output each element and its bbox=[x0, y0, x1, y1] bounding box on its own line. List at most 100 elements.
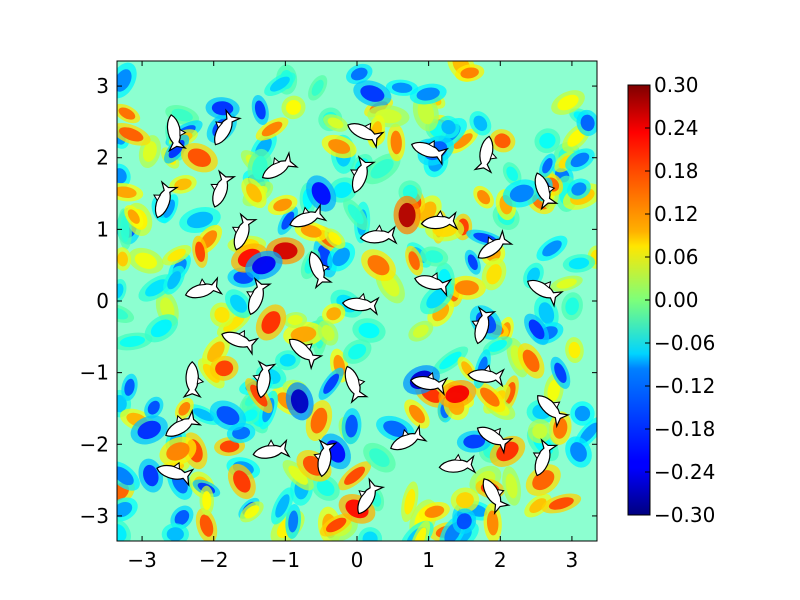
field-blob-core bbox=[580, 114, 595, 132]
field-blob-core bbox=[416, 87, 440, 101]
fish-marker bbox=[410, 371, 449, 397]
field-blob-core bbox=[117, 395, 127, 413]
fish-marker bbox=[390, 424, 428, 451]
fish-marker bbox=[476, 426, 514, 455]
field-blob-core bbox=[316, 479, 335, 497]
fish-fin bbox=[176, 414, 184, 423]
field-blob-core bbox=[311, 79, 324, 96]
field-blob-core bbox=[350, 67, 368, 81]
y-tick-label: −2 bbox=[80, 432, 109, 456]
fish-marker bbox=[350, 155, 376, 194]
field-blob-core bbox=[246, 183, 262, 203]
field-blob-core bbox=[117, 283, 124, 299]
fish-fin bbox=[357, 378, 366, 387]
fish-marker bbox=[182, 361, 205, 399]
colorbar-tick-label: 0.30 bbox=[654, 73, 699, 97]
field-blob-core bbox=[390, 130, 402, 155]
field-blob-core bbox=[344, 466, 366, 485]
y-tick-label: −3 bbox=[80, 504, 109, 528]
field-blob-core bbox=[186, 211, 214, 229]
fish-fin bbox=[547, 185, 556, 193]
field-blob-core bbox=[539, 132, 556, 149]
fish-fin bbox=[543, 280, 552, 289]
fish-marker bbox=[438, 453, 477, 474]
field-blob-core bbox=[526, 267, 540, 284]
fish-body bbox=[473, 135, 494, 174]
fish-marker bbox=[527, 279, 564, 308]
field-blob-core bbox=[118, 127, 144, 142]
field-blob-core bbox=[542, 158, 553, 174]
fish-fin bbox=[363, 122, 372, 131]
field-blob-core bbox=[367, 255, 390, 276]
field-blob-core bbox=[408, 404, 425, 424]
fish-fin bbox=[350, 169, 359, 177]
fish-fin bbox=[552, 401, 561, 409]
fish-fin bbox=[426, 371, 435, 380]
fish-body bbox=[477, 228, 514, 259]
field-blob-core bbox=[488, 339, 507, 352]
field-blob-core bbox=[233, 470, 251, 493]
field-blob-core bbox=[445, 385, 470, 404]
fish-marker bbox=[482, 478, 511, 516]
field-blob-core bbox=[326, 307, 342, 321]
field-blob-core bbox=[360, 85, 385, 102]
fish-fin bbox=[427, 140, 435, 149]
colorbar-ticks: 0.30 0.24 0.18 0.12 0.06 0.00 −0.06 −0.12 −0.18 −… bbox=[645, 73, 715, 527]
fish-fin bbox=[179, 128, 187, 137]
field-blob-core bbox=[134, 252, 157, 269]
field-blob-core bbox=[261, 311, 281, 334]
colorbar: 0.30 0.24 0.18 0.12 0.06 0.00 −0.06 −0.12 −0.18 −… bbox=[627, 73, 715, 527]
field-blob-core bbox=[300, 224, 322, 238]
fish-body bbox=[212, 169, 237, 208]
fish-fin bbox=[532, 452, 541, 460]
field-blob-core bbox=[453, 133, 473, 149]
fish-body bbox=[184, 276, 224, 299]
field-blob-core bbox=[261, 121, 283, 137]
field-blob-core bbox=[528, 319, 545, 340]
fish-markers bbox=[153, 108, 571, 516]
colorbar-tick-label: 0.24 bbox=[654, 116, 699, 140]
fish-body bbox=[537, 395, 571, 429]
field-blob-core bbox=[117, 307, 129, 320]
field-blob-core bbox=[554, 362, 567, 383]
fish-marker bbox=[414, 272, 453, 298]
field-blob-core bbox=[273, 198, 292, 212]
fish-marker bbox=[477, 228, 514, 259]
field-blob-core bbox=[120, 216, 130, 243]
fish-fin bbox=[375, 224, 383, 232]
field-blob-core bbox=[486, 264, 502, 285]
fish-fin bbox=[196, 376, 205, 385]
colorbar-tick-label: −0.06 bbox=[654, 331, 715, 355]
fish-body bbox=[248, 276, 272, 316]
field-blob-core bbox=[556, 278, 577, 289]
field-blob-core bbox=[279, 353, 296, 367]
x-tick-label: −2 bbox=[199, 548, 228, 572]
fish-body bbox=[527, 279, 564, 308]
fish-body bbox=[182, 361, 202, 399]
field-blob-core bbox=[455, 280, 479, 296]
y-tick-label: 3 bbox=[96, 74, 109, 98]
fish-fin bbox=[215, 121, 224, 129]
fish-body bbox=[414, 275, 453, 298]
field-blob-core bbox=[565, 297, 579, 316]
fish-fin bbox=[430, 272, 438, 281]
y-tick-label: 2 bbox=[96, 146, 109, 170]
y-tick-label: −1 bbox=[80, 361, 109, 385]
fish-marker bbox=[165, 408, 203, 437]
field-blob-core bbox=[567, 128, 586, 147]
fish-marker bbox=[252, 438, 291, 459]
field-blob-core bbox=[557, 94, 579, 111]
fish-fin bbox=[496, 489, 505, 497]
fish-fin bbox=[304, 343, 313, 351]
fish-body bbox=[165, 408, 203, 437]
colorbar-tick-label: 0.12 bbox=[654, 202, 699, 226]
fish-body bbox=[308, 251, 333, 290]
field-blob-core bbox=[467, 254, 478, 271]
field-blob-core bbox=[547, 379, 561, 402]
field-blob-core bbox=[441, 119, 456, 135]
field-blob-core bbox=[269, 76, 290, 92]
field-blob-core bbox=[166, 442, 190, 461]
field-blob-core bbox=[398, 202, 416, 228]
fish-body bbox=[289, 203, 328, 228]
